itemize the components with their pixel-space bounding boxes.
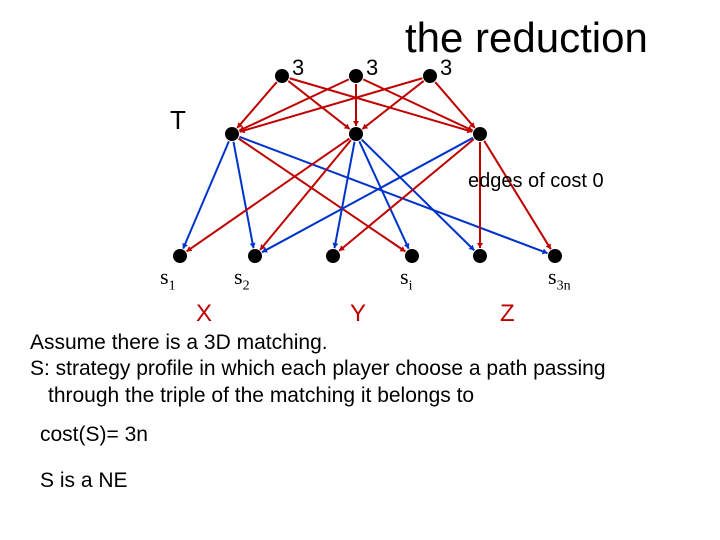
source-label-s2: s2: [234, 264, 250, 294]
edges-cost-label: edges of cost 0: [468, 170, 604, 193]
source-label-s1: s1: [160, 264, 176, 294]
explanation-line-2: S: strategy profile in which each player…: [30, 356, 606, 382]
set-y-label: Y: [350, 300, 366, 328]
explanation-line-3: through the triple of the matching it be…: [30, 383, 606, 409]
explanation-text: Assume there is a 3D matching. S: strate…: [30, 330, 606, 409]
edge-weight-label: 3: [366, 55, 378, 81]
set-z-label: Z: [500, 300, 515, 328]
cost-line: cost(S)= 3n: [40, 422, 148, 448]
source-label-s3n: s3n: [548, 264, 571, 294]
edge-weight-label: 3: [440, 55, 452, 81]
explanation-line-1: Assume there is a 3D matching.: [30, 330, 606, 356]
diagram-canvas: [0, 0, 720, 540]
t-set-label: T: [170, 105, 186, 136]
edge-weight-label: 3: [292, 55, 304, 81]
source-label-si: si: [400, 264, 412, 294]
ne-line: S is a NE: [40, 468, 128, 494]
set-x-label: X: [196, 300, 212, 328]
